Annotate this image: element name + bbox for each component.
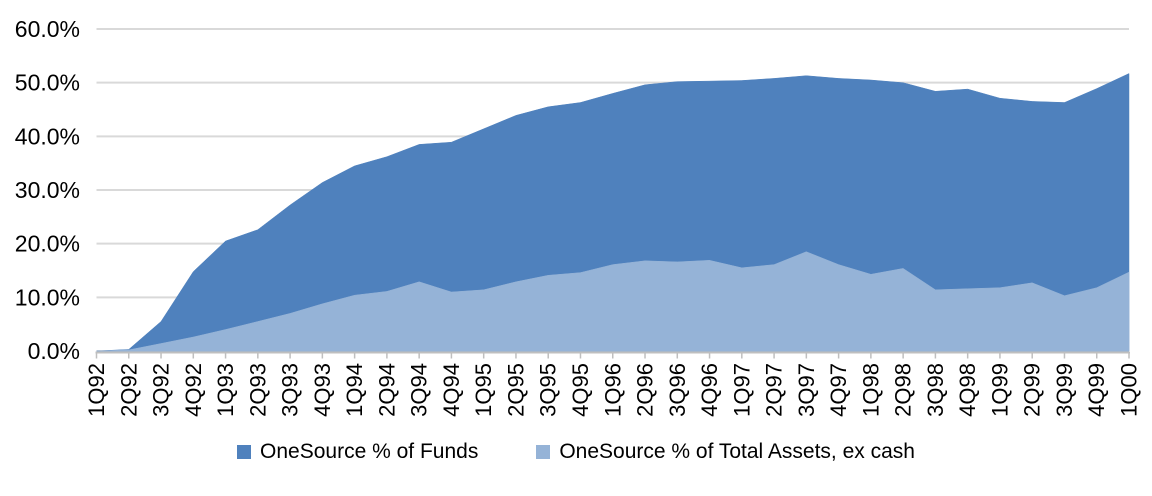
x-axis-label: 4Q98 bbox=[955, 363, 980, 417]
x-axis-label: 2Q95 bbox=[503, 363, 528, 417]
x-axis-label: 2Q96 bbox=[633, 363, 658, 417]
x-axis-label: 1Q93 bbox=[213, 363, 238, 417]
area-series-assets bbox=[96, 251, 1130, 352]
legend-swatch-assets-icon bbox=[536, 445, 551, 459]
x-axis-label: 3Q93 bbox=[278, 363, 303, 417]
x-axis-label: 4Q96 bbox=[697, 363, 722, 417]
legend-swatch-funds-icon bbox=[237, 445, 252, 459]
x-axis-label: 3Q99 bbox=[1052, 363, 1077, 417]
x-axis-label: 3Q95 bbox=[536, 363, 561, 417]
chart-legend: OneSource % of Funds OneSource % of Tota… bbox=[0, 440, 1152, 464]
legend-label-assets: OneSource % of Total Assets, ex cash bbox=[559, 440, 915, 463]
y-axis-label: 50.0% bbox=[15, 70, 80, 96]
x-axis-label: 2Q94 bbox=[374, 363, 399, 417]
x-axis-label: 1Q95 bbox=[471, 363, 496, 417]
x-axis-label: 3Q92 bbox=[149, 363, 174, 417]
x-axis-label: 1Q98 bbox=[858, 363, 883, 417]
x-axis-label: 2Q93 bbox=[245, 363, 270, 417]
x-axis-label: 4Q92 bbox=[181, 363, 206, 417]
x-axis-label: 1Q00 bbox=[1117, 363, 1142, 417]
x-axis-label: 1Q99 bbox=[987, 363, 1012, 417]
y-axis-label: 10.0% bbox=[15, 284, 80, 310]
x-axis-label: 4Q97 bbox=[826, 363, 851, 417]
x-axis-label: 1Q92 bbox=[84, 363, 109, 417]
y-axis-label: 0.0% bbox=[28, 338, 80, 364]
x-axis-label: 3Q98 bbox=[923, 363, 948, 417]
x-axis-label: 1Q96 bbox=[600, 363, 625, 417]
legend-item-assets: OneSource % of Total Assets, ex cash bbox=[536, 440, 915, 464]
y-axis-label: 40.0% bbox=[15, 123, 80, 149]
x-axis-label: 3Q94 bbox=[407, 363, 432, 417]
y-axis-label: 60.0% bbox=[15, 16, 80, 42]
x-axis-label: 4Q95 bbox=[568, 363, 593, 417]
legend-item-funds: OneSource % of Funds bbox=[237, 440, 478, 464]
y-axis-label: 20.0% bbox=[15, 231, 80, 257]
x-axis-label: 2Q97 bbox=[762, 363, 787, 417]
x-axis-label: 2Q99 bbox=[1020, 363, 1045, 417]
x-axis-label: 2Q98 bbox=[891, 363, 916, 417]
x-axis-label: 1Q94 bbox=[342, 363, 367, 417]
x-axis-label: 1Q97 bbox=[729, 363, 754, 417]
x-axis-label: 2Q92 bbox=[116, 363, 141, 417]
x-axis-label: 4Q99 bbox=[1084, 363, 1109, 417]
x-axis-label: 3Q97 bbox=[794, 363, 819, 417]
x-axis-label: 3Q96 bbox=[665, 363, 690, 417]
x-axis-label: 4Q93 bbox=[310, 363, 335, 417]
y-axis-label: 30.0% bbox=[15, 177, 80, 203]
legend-label-funds: OneSource % of Funds bbox=[260, 440, 479, 463]
x-axis-label: 4Q94 bbox=[439, 363, 464, 417]
